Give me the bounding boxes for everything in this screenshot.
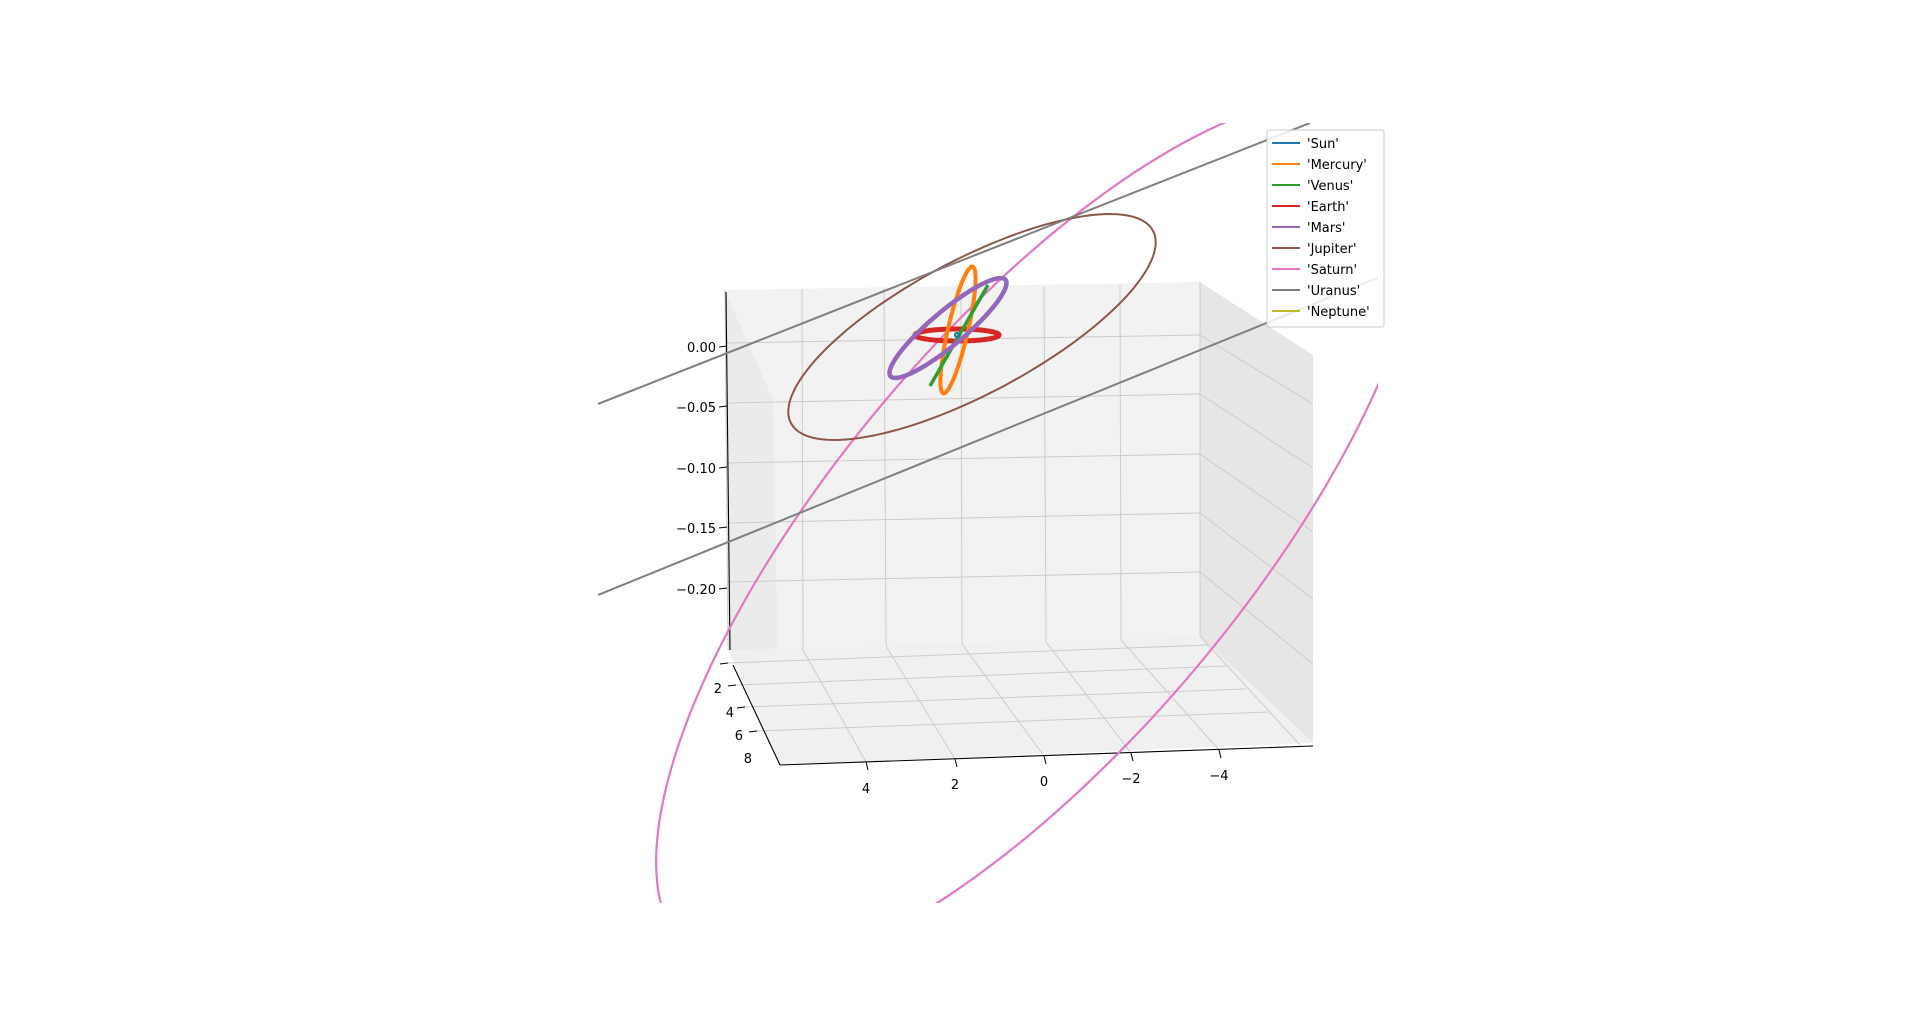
axis-lines [725, 291, 1314, 766]
grid-line [1199, 453, 1314, 533]
grid-line [883, 287, 887, 647]
legend: 'Sun' 'Mercury' 'Venus' 'Earth' 'Mars' 'Jupit… [1266, 129, 1385, 328]
x-tick-mark [1043, 755, 1047, 765]
y-tick-label: 6 [735, 729, 743, 744]
grid-line [961, 643, 1045, 757]
x-tick-labels: 4 2 0 −2 −4 [862, 769, 1229, 797]
x-tick-label: 2 [951, 778, 959, 793]
orbit-uranus [598, 123, 1311, 405]
x-tick-label: 0 [1040, 775, 1048, 790]
x-tick-label: −2 [1121, 772, 1140, 787]
x-tick-mark [1130, 752, 1134, 762]
grid-line [1199, 393, 1314, 469]
legend-label: 'Mars' [1307, 221, 1345, 236]
legend-label: 'Jupiter' [1307, 242, 1357, 257]
y-tick-mark [736, 706, 746, 709]
legend-label: 'Saturn' [1307, 263, 1357, 278]
x-tick-label: 4 [862, 782, 870, 797]
legend-label: 'Earth' [1307, 200, 1349, 215]
orbit-mars [887, 275, 1009, 381]
pane-group [725, 282, 1313, 765]
x-tick-mark [865, 761, 869, 771]
z-tick-mark [718, 466, 728, 469]
z-axis-line [725, 291, 731, 651]
grid-line [1199, 512, 1314, 600]
y-axis-line [732, 664, 781, 766]
grid-line [744, 688, 1247, 708]
y-tick-label: 8 [744, 752, 752, 767]
z-tick-label: −0.15 [676, 522, 716, 537]
orbit-jupiter [787, 212, 1157, 442]
orbit-curves [598, 123, 1378, 903]
z-tick-label: −0.20 [676, 583, 716, 598]
y-tick-label: 2 [714, 682, 722, 697]
x-tick-mark [1218, 749, 1222, 759]
z-tick-mark [718, 405, 728, 408]
grid-line [756, 711, 1269, 732]
z-tick-label: −0.10 [676, 462, 716, 477]
z-tick-mark [718, 345, 728, 348]
grid-line [725, 453, 1201, 464]
z-tick-mark [718, 587, 728, 590]
grid-line [1199, 571, 1314, 665]
grid-line [724, 289, 729, 651]
orbit-uranus [598, 276, 1378, 596]
y-tick-mark [727, 684, 737, 687]
z-tick-label: 0.00 [687, 341, 716, 356]
legend-label: 'Neptune' [1307, 305, 1370, 320]
grid-line [885, 645, 956, 760]
grid-line [725, 393, 1201, 404]
grid-line [1120, 639, 1220, 751]
z-tick-mark [718, 526, 728, 529]
orbit-saturn [654, 123, 1378, 903]
y-tick-label: 4 [726, 706, 734, 721]
x-axis-line [779, 745, 1314, 766]
legend-label: 'Uranus' [1307, 284, 1360, 299]
grid-line [735, 665, 1227, 686]
grid-line [1119, 284, 1122, 641]
orbit-mercury [938, 264, 978, 396]
grid-lines [724, 282, 1314, 763]
z-tick-labels: 0.00 −0.05 −0.10 −0.15 −0.20 [676, 341, 716, 598]
grid-line [1199, 334, 1314, 405]
legend-label: 'Venus' [1307, 179, 1353, 194]
x-tick-label: −4 [1209, 769, 1228, 784]
grid-line [726, 512, 1201, 524]
grid-line [1045, 641, 1132, 754]
back-pane [725, 282, 1200, 650]
grid-line [801, 288, 804, 649]
y-tick-mark [748, 730, 758, 733]
grid-line [801, 647, 867, 763]
left-pane [725, 290, 780, 765]
y-tick-mark [719, 662, 729, 665]
grid-line [1043, 285, 1047, 643]
legend-label: 'Sun' [1307, 137, 1339, 152]
grid-line [726, 571, 1201, 583]
legend-label: 'Mercury' [1307, 158, 1367, 173]
grid-line [1199, 635, 1301, 746]
legend-frame [1266, 129, 1385, 328]
orbit-sun [954, 332, 960, 338]
grid-line [960, 286, 963, 645]
x-tick-mark [954, 758, 958, 768]
tick-marks [718, 345, 1222, 771]
y-tick-labels: 2 4 6 8 [714, 682, 752, 767]
z-tick-label: −0.05 [676, 401, 716, 416]
